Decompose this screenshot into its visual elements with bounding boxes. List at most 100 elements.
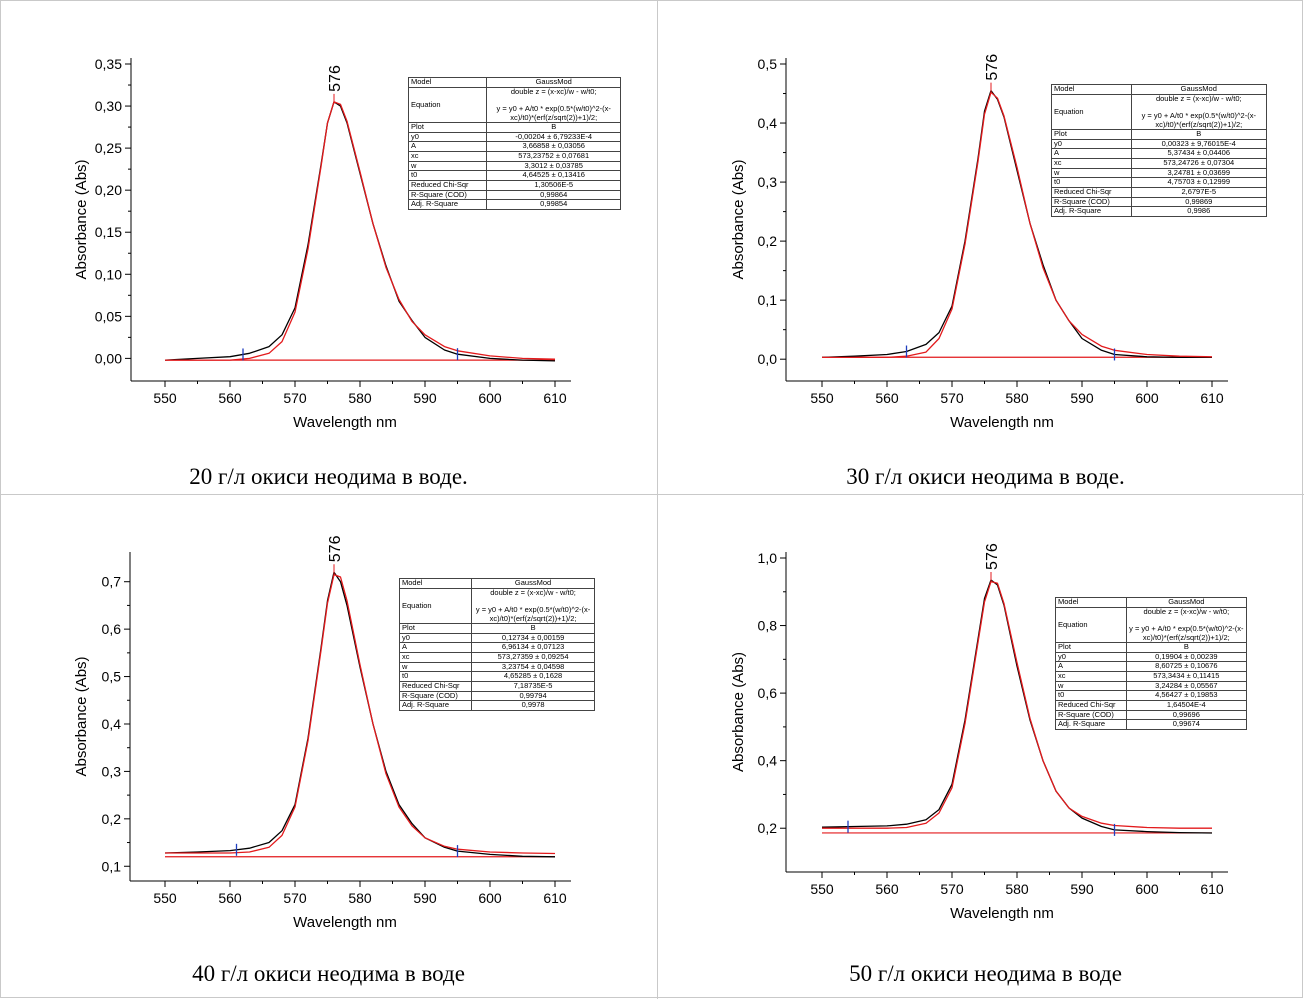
fit-param-name: Equation — [407, 86, 488, 124]
fit-param-value: -0,00204 ± 6,79233E-4 — [486, 131, 621, 143]
gaussmod-fit-line — [822, 91, 1213, 359]
x-tick-label: 560 — [875, 881, 899, 897]
fit-param-name: Model — [407, 77, 488, 88]
fit-table-row: xc 573,24726 ± 0,07304 — [1051, 158, 1268, 169]
chart-svg: 550 560 570 580 590 600 610 0,2 0,4 0,6 0,8 1,0 Wave… — [730, 543, 1228, 922]
x-tick-label: 580 — [348, 890, 372, 906]
fit-param-name: R-Square (COD) — [398, 690, 473, 702]
gaussmod-fit-line — [165, 101, 556, 361]
fit-table-row: xc 573,3434 ± 0,11415 — [1055, 671, 1248, 682]
y-tick-label: 0,05 — [95, 308, 122, 324]
fit-param-value: double z = (x-xc)/w - w/t0; y = y0 + A/t0… — [1130, 93, 1268, 131]
fit-param-name: R-Square (COD) — [407, 189, 488, 201]
y-tick-label: 0,6 — [758, 685, 778, 701]
fit-param-value: 0,19904 ± 0,00239 — [1125, 651, 1248, 663]
fit-results-table: Model GaussMod Equation double z = (x-xc)/w… — [1055, 597, 1248, 730]
x-tick-label: 600 — [478, 390, 502, 406]
fit-table-row: A 5,37434 ± 0,04406 — [1051, 148, 1268, 159]
chart-svg: 550 560 570 580 590 600 610 0,00 0,05 0,10 0,15 0,2… — [73, 56, 571, 431]
fit-param-name: t0 — [1055, 690, 1127, 701]
fit-param-value: B — [471, 623, 595, 634]
fit-param-value: 573,23752 ± 0,07681 — [486, 151, 621, 162]
x-tick-label: 560 — [218, 890, 242, 906]
fit-param-name: Adj. R-Square — [398, 700, 473, 711]
chart-svg: 550 560 570 580 590 600 610 0,0 0,1 0,2 0,3 0,4 0,5 W… — [730, 54, 1228, 431]
panel-caption: 30 г/л окиси неодима в воде. — [846, 464, 1125, 489]
fit-param-name: A — [398, 642, 473, 653]
panel-caption: 50 г/л окиси неодима в воде — [849, 961, 1122, 986]
fit-param-name: Adj. R-Square — [1055, 719, 1127, 730]
fit-table-row: Equation double z = (x-xc)/w - w/t0; y = y… — [398, 587, 595, 625]
fit-param-name: w — [1051, 167, 1132, 179]
fit-param-value: double z = (x-xc)/w - w/t0; y = y0 + A/t0… — [1125, 606, 1248, 644]
fit-param-value: 0,12734 ± 0,00159 — [471, 632, 595, 644]
y-tick-label: 0,2 — [102, 811, 122, 827]
y-tick-label: 0,6 — [102, 621, 122, 637]
fit-param-value: 6,96134 ± 0,07123 — [471, 642, 595, 653]
fit-param-name: xc — [398, 652, 473, 663]
fit-param-value: 0,00323 ± 9,76015E-4 — [1130, 138, 1268, 150]
fit-table-row: Adj. R-Square 0,99854 — [407, 199, 621, 210]
fit-param-value: 0,9978 — [471, 700, 595, 711]
y-tick-label: 0,35 — [95, 56, 122, 72]
fit-table-row: xc 573,27359 ± 0,09254 — [398, 652, 595, 663]
fit-table-row: Reduced Chi-Sqr 1,30506E-5 — [407, 179, 621, 191]
chart-panel-3: 550 560 570 580 590 600 610 0,1 0,2 0,3 0,4 0,5 0,6 0… — [0, 494, 657, 988]
fit-param-name: A — [1055, 661, 1127, 672]
fit-param-value: B — [1130, 129, 1268, 140]
fit-param-name: R-Square (COD) — [1055, 709, 1127, 721]
fit-table-row: w 3,3012 ± 0,03785 — [407, 160, 621, 172]
x-tick-label: 590 — [1070, 881, 1094, 897]
fit-param-value: 7,18735E-5 — [471, 680, 595, 692]
y-axis-title: Absorbance (Abs) — [73, 656, 90, 776]
fit-table-row: xc 573,23752 ± 0,07681 — [407, 151, 621, 162]
y-axis-title: Absorbance (Abs) — [73, 159, 90, 279]
fit-param-value: B — [486, 122, 621, 133]
x-tick-label: 610 — [543, 390, 567, 406]
fit-param-name: w — [407, 160, 488, 172]
x-tick-label: 590 — [413, 390, 437, 406]
peak-label: 576 — [327, 65, 344, 92]
y-tick-label: 0,4 — [758, 115, 778, 131]
panel-caption: 40 г/л окиси неодима в воде — [192, 961, 465, 986]
x-tick-label: 550 — [810, 390, 834, 406]
fit-param-value: 573,27359 ± 0,09254 — [471, 652, 595, 663]
chart-panel-1: 550 560 570 580 590 600 610 0,00 0,05 0,10 0,15 0,2… — [0, 0, 657, 494]
fit-param-name: Plot — [1055, 642, 1127, 653]
fit-table-row: Model GaussMod — [398, 578, 595, 589]
fit-table-row: w 3,24781 ± 0,03699 — [1051, 167, 1268, 179]
x-tick-label: 600 — [1135, 881, 1159, 897]
x-tick-label: 580 — [348, 390, 372, 406]
fit-param-value: 4,64525 ± 0,13416 — [486, 170, 621, 181]
x-axis-title: Wavelength nm — [950, 414, 1054, 431]
fit-param-value: 8,60725 ± 0,10676 — [1125, 661, 1248, 672]
fit-param-name: y0 — [407, 131, 488, 143]
fit-param-value: 0,99696 — [1125, 709, 1248, 721]
fit-param-name: xc — [1051, 158, 1132, 169]
fit-table-row: R-Square (COD) 0,99696 — [1055, 709, 1248, 721]
fit-param-name: y0 — [1051, 138, 1132, 150]
fit-param-value: 0,99674 — [1125, 719, 1248, 730]
y-axis-title: Absorbance (Abs) — [730, 159, 747, 279]
fit-table-row: w 3,24284 ± 0,05567 — [1055, 680, 1248, 692]
y-tick-label: 1,0 — [758, 550, 778, 566]
fit-param-value: GaussMod — [1125, 597, 1248, 608]
y-tick-label: 0,1 — [102, 858, 122, 874]
fit-param-value: GaussMod — [486, 77, 621, 88]
fit-param-value: B — [1125, 642, 1248, 653]
x-tick-label: 570 — [283, 890, 307, 906]
fit-table-row: t0 4,56427 ± 0,19853 — [1055, 690, 1248, 701]
fit-param-value: 573,24726 ± 0,07304 — [1130, 158, 1268, 169]
fit-param-name: Reduced Chi-Sqr — [407, 179, 488, 191]
fit-table-row: t0 4,64525 ± 0,13416 — [407, 170, 621, 181]
x-axis-title: Wavelength nm — [293, 914, 397, 931]
fit-param-name: Equation — [1055, 606, 1127, 644]
fit-param-name: Model — [398, 578, 473, 589]
fit-param-name: w — [1055, 680, 1127, 692]
y-tick-label: 0,00 — [95, 350, 122, 366]
fit-param-name: A — [1051, 148, 1132, 159]
x-tick-label: 550 — [810, 881, 834, 897]
fit-results-table: Model GaussMod Equation double z = (x-xc)/w… — [398, 578, 595, 711]
fit-table-row: Plot B — [1055, 642, 1248, 653]
